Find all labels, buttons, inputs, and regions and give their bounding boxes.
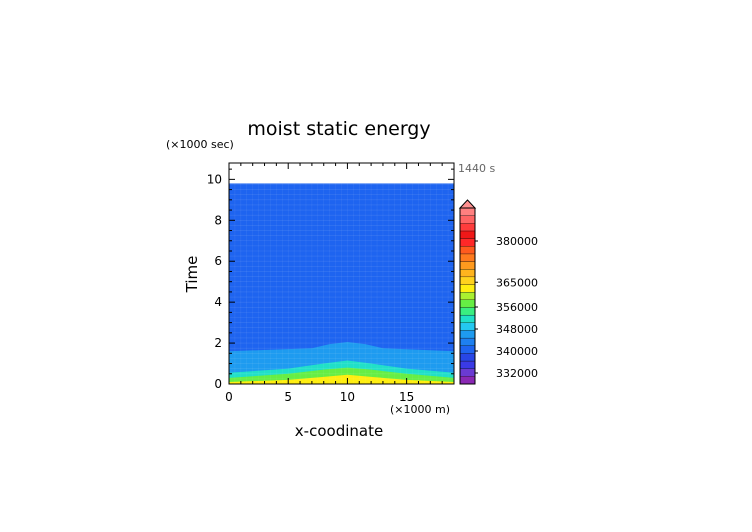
colorbar-cell <box>459 269 476 278</box>
colorbar-label: 365000 <box>496 276 538 289</box>
colorbar: 380000 365000 356000 348000 340000 332000 <box>458 199 538 385</box>
colorbar-cells <box>459 207 476 385</box>
colorbar-cell <box>459 284 476 293</box>
colorbar-cell <box>459 238 476 247</box>
colorbar-label: 356000 <box>496 301 538 314</box>
plot-frame <box>228 162 455 385</box>
x-tick-label: 5 <box>284 390 292 404</box>
x-unit-label: (×1000 m) <box>390 403 450 416</box>
colorbar-cell <box>459 292 476 300</box>
colorbar-cell <box>459 253 476 262</box>
colorbar-cell <box>459 230 476 239</box>
colorbar-cell <box>459 376 476 385</box>
colorbar-cell <box>459 307 476 316</box>
y-axis-ticks: 0 2 4 6 8 10 <box>207 168 454 391</box>
colorbar-cell <box>459 207 476 216</box>
colorbar-label: 348000 <box>496 323 538 336</box>
colorbar-cell <box>459 337 476 346</box>
colorbar-frame <box>459 207 476 385</box>
colorbar-cell <box>459 246 476 255</box>
x-tick-label: 15 <box>399 390 414 404</box>
colorbar-cell <box>459 276 476 285</box>
colorbar-label: 380000 <box>496 235 538 248</box>
x-tick-label: 0 <box>225 390 233 404</box>
colorbar-label: 340000 <box>496 345 538 358</box>
colorbar-cell <box>459 261 476 270</box>
grid-lines <box>229 183 454 384</box>
y-tick-label: 2 <box>214 336 222 350</box>
x-tick-label: 10 <box>340 390 355 404</box>
chart-title: moist static energy <box>247 118 430 140</box>
colorbar-cell <box>459 314 476 323</box>
colorbar-cell <box>459 360 476 369</box>
y-tick-label: 10 <box>207 172 222 186</box>
colorbar-cell <box>459 215 476 224</box>
colorbar-cell <box>459 223 476 232</box>
colorbar-label: 332000 <box>496 367 538 380</box>
colorbar-cell <box>459 322 476 331</box>
colorbar-extend-triangle <box>458 199 477 209</box>
y-tick-label: 6 <box>214 254 222 268</box>
colorbar-cell <box>459 299 476 308</box>
colorbar-cell <box>459 353 476 362</box>
colorbar-cell <box>459 345 476 354</box>
time-stamp-label: 1440 s <box>458 162 495 175</box>
contour-bands <box>229 183 454 384</box>
y-tick-label: 8 <box>214 213 222 227</box>
plot-area: 0 5 10 15 0 2 4 6 8 10 <box>207 162 455 404</box>
y-tick-label: 0 <box>214 377 222 391</box>
colorbar-cell <box>459 368 476 377</box>
band-yellow <box>229 374 454 384</box>
colorbar-labels: 380000 365000 356000 348000 340000 332000 <box>475 235 538 380</box>
x-axis-label: x-coodinate <box>295 422 383 440</box>
y-tick-label: 4 <box>214 295 222 309</box>
colorbar-cell <box>459 330 476 339</box>
y-axis-label: Time <box>183 256 201 294</box>
y-unit-label: (×1000 sec) <box>166 138 234 151</box>
